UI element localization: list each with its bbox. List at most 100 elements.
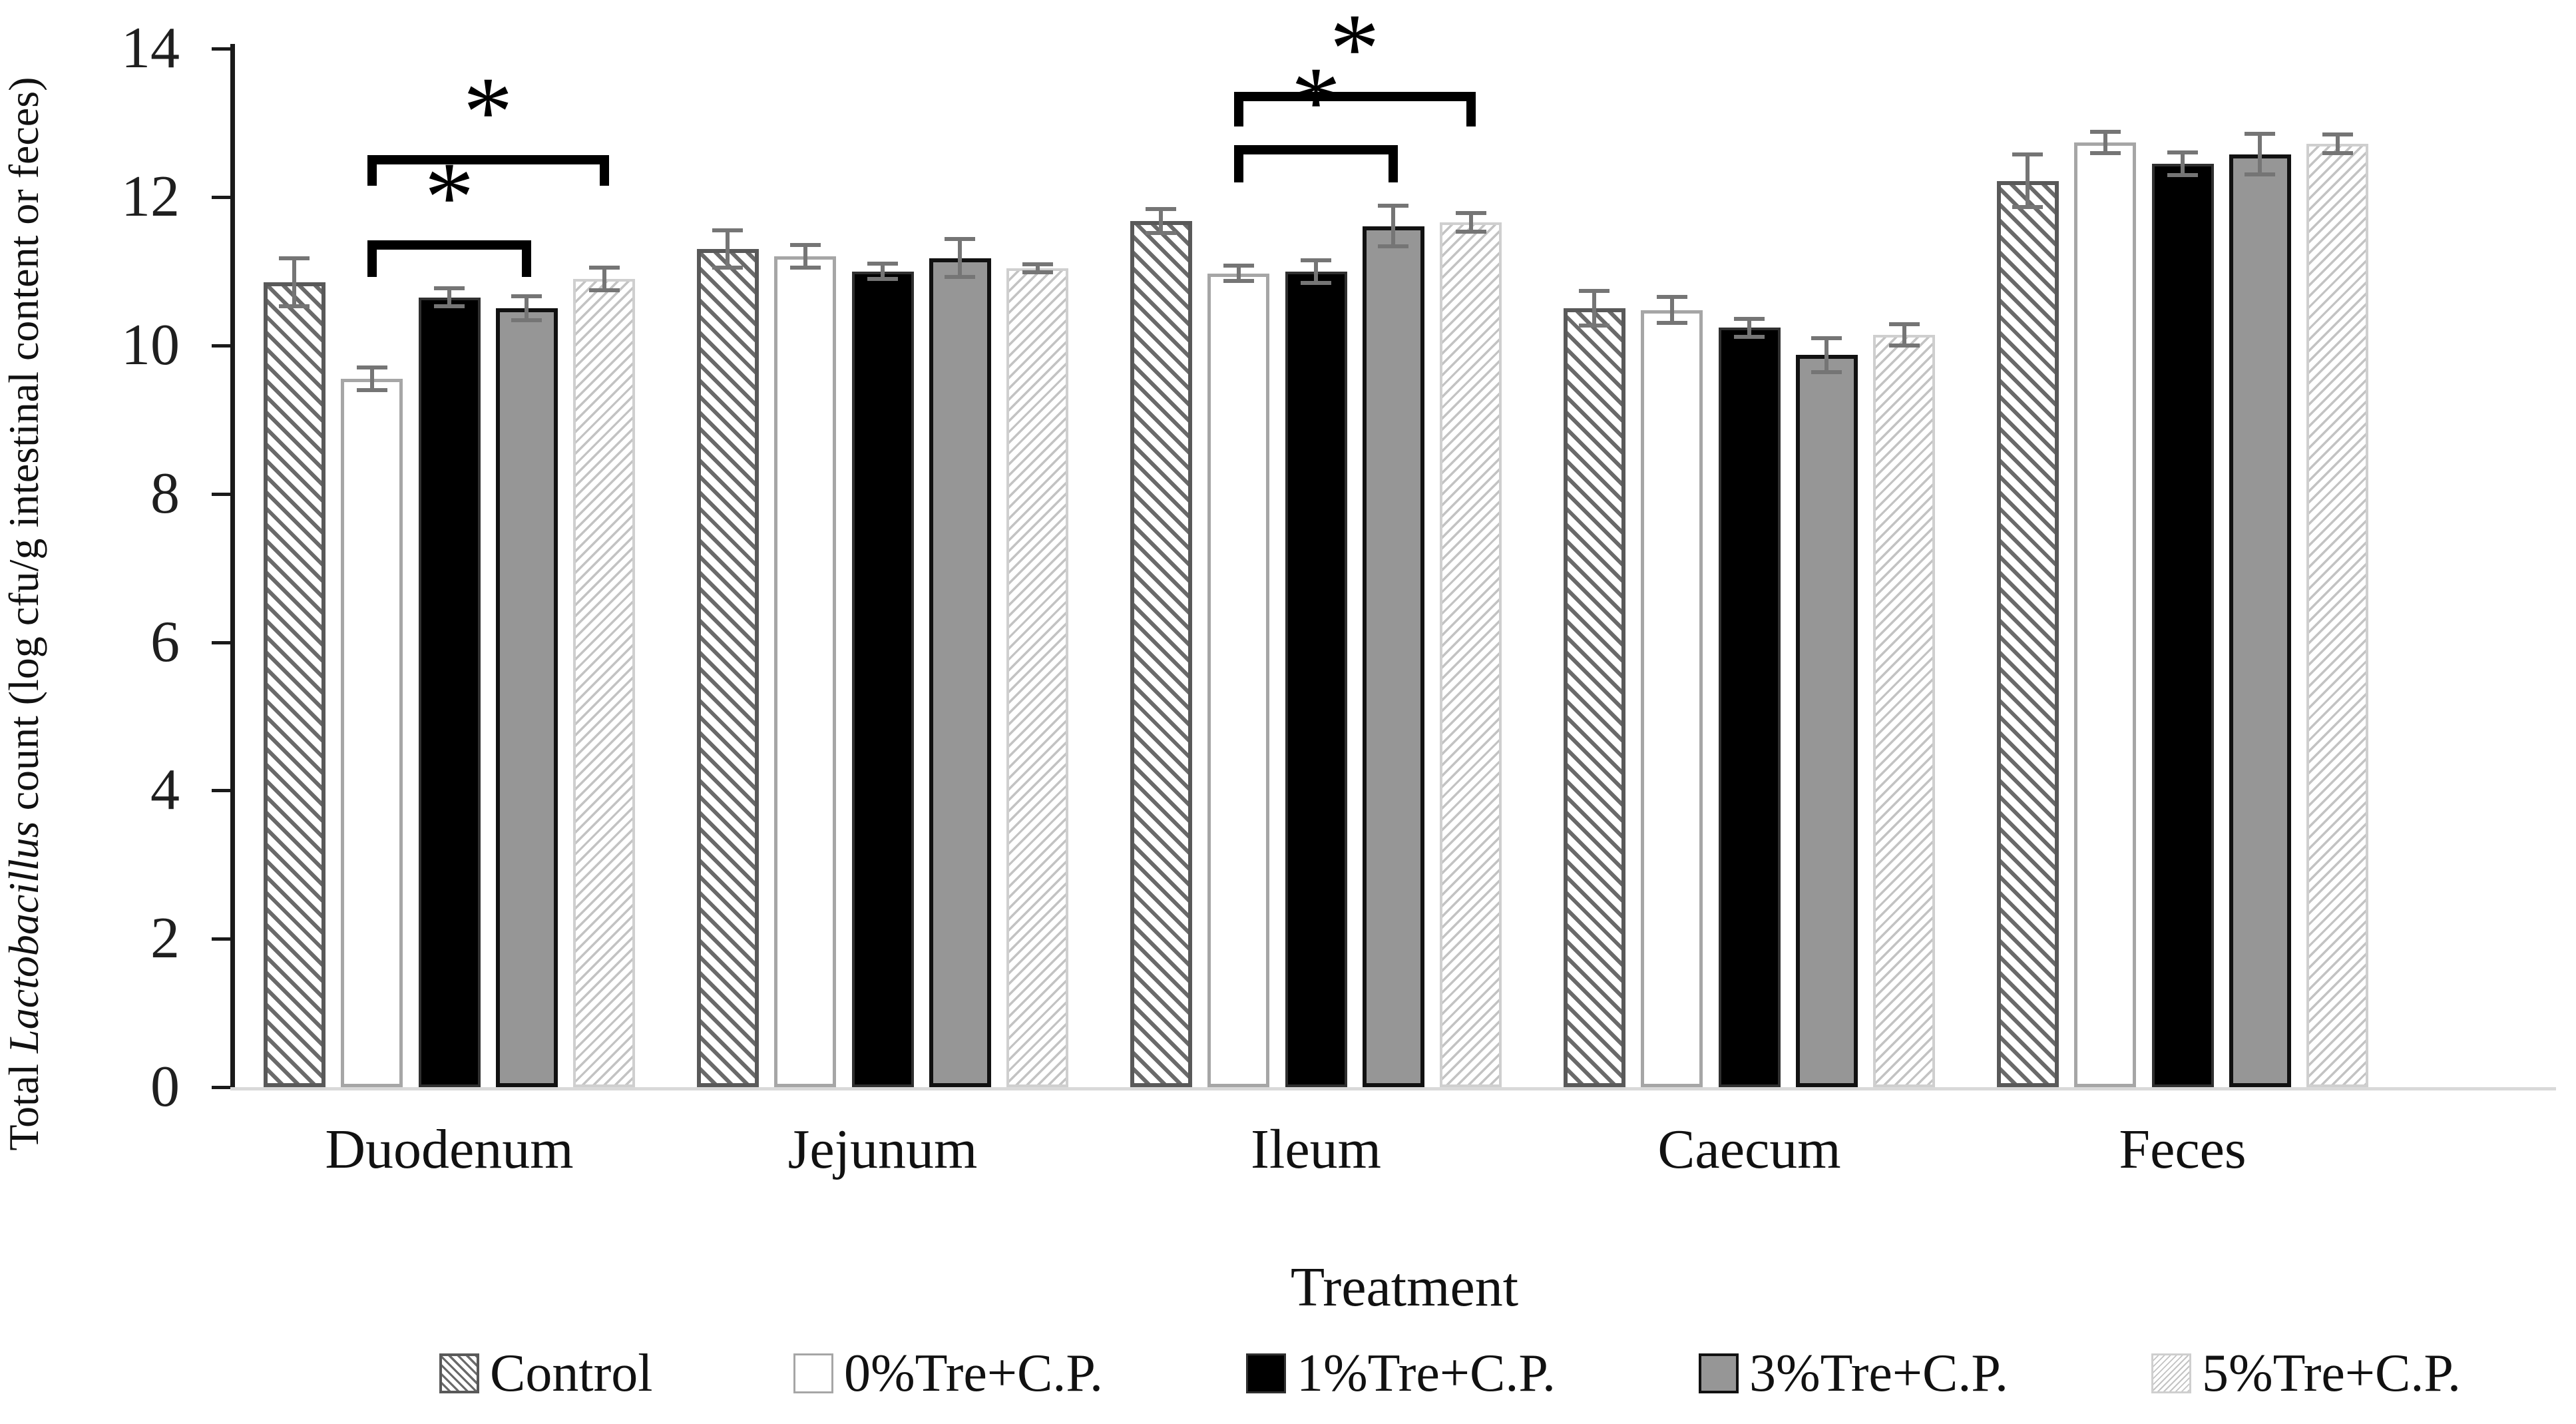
sig-bracket-left-leg-1 [367,154,377,186]
error-bar-line [292,256,297,309]
y-tick-mark-10 [212,344,230,348]
error-bar-cap-top [1888,322,1920,327]
error-bar-duodenum-3-tre-c-p [511,294,542,323]
legend-swatch-5-tre-c-p [2151,1353,2191,1393]
error-bar-cap-top [2089,129,2121,134]
bar-ileum-1-tre-c-p [1285,271,1347,1087]
bar-caecum-3-tre-c-p [1795,355,1858,1087]
bar-jejunum-5-tre-c-p [1006,268,1069,1087]
sig-bracket-right-leg-3 [1466,92,1476,127]
error-bar-line [726,228,730,270]
error-bar-cap-bottom [2167,173,2198,178]
sig-bracket-right-leg-1 [599,154,609,186]
bar-jejunum-1-tre-c-p [851,271,914,1087]
error-bar-cap-top [279,256,310,261]
bar-jejunum-3-tre-c-p [929,258,991,1087]
error-bar-cap-top [356,365,387,370]
error-bar-line [1035,262,1040,275]
error-bar-line [369,365,374,393]
error-bar-feces-3-tre-c-p [2245,132,2276,176]
error-bar-cap-top [1656,295,1687,300]
bar-jejunum-control [696,249,759,1087]
error-bar-line [881,262,885,282]
sig-bracket-left-leg-0 [367,240,377,278]
error-bar-line [1236,264,1241,284]
error-bar-cap-top [2012,152,2043,157]
legend-swatch-0-tre-c-p [793,1353,833,1393]
error-bar-cap-top [1734,316,1765,321]
y-tick-mark-2 [212,937,230,941]
x-axis-title: Treatment [1290,1256,1519,1318]
error-bar-line [2258,132,2262,176]
error-bar-cap-top [1146,206,1177,211]
y-axis-line [230,44,235,1090]
error-bar-jejunum-0-tre-c-p [789,243,821,270]
error-bar-cap-top [1223,264,1254,268]
error-bar-cap-bottom [1811,370,1842,375]
y-tick-mark-4 [212,789,230,793]
legend-label-control: Control [490,1343,653,1403]
error-bar-cap-bottom [1579,324,1610,328]
y-tick-label-4: 4 [150,758,180,823]
y-tick-label-2: 2 [150,906,180,971]
x-category-label-ileum: Ileum [1251,1118,1381,1180]
bar-feces-1-tre-c-p [2151,164,2214,1087]
error-bar-line [2026,152,2030,210]
bar-caecum-1-tre-c-p [1718,328,1781,1087]
bar-duodenum-control [263,282,325,1087]
sig-star-2: * [1291,47,1341,158]
error-bar-cap-bottom [789,266,821,270]
legend-label-0-tre-c-p: 0%Tre+C.P. [844,1343,1103,1403]
error-bar-line [2103,129,2107,155]
legend-swatch-3-tre-c-p [1699,1353,1739,1393]
error-bar-ileum-5-tre-c-p [1455,211,1486,234]
error-bar-jejunum-1-tre-c-p [867,262,898,282]
error-bar-cap-bottom [2012,205,2043,210]
error-bar-caecum-5-tre-c-p [1888,322,1920,348]
error-bar-line [1825,336,1829,375]
error-bar-line [803,243,807,270]
error-bar-line [958,237,963,279]
error-bar-cap-bottom [1888,344,1920,348]
error-bar-line [1468,211,1473,234]
bar-caecum-5-tre-c-p [1873,335,1936,1087]
error-bar-line [1669,295,1674,325]
legend-swatch-1-tre-c-p [1246,1353,1286,1393]
error-bar-feces-1-tre-c-p [2167,150,2198,178]
bar-feces-3-tre-c-p [2229,154,2291,1087]
error-bar-cap-bottom [1146,231,1177,235]
legend-item-0-tre-c-p: 0%Tre+C.P. [793,1344,1103,1403]
error-bar-cap-top [1455,211,1486,216]
sig-bracket-right-leg-0 [522,240,532,278]
error-bar-cap-bottom [2245,172,2276,176]
y-tick-label-0: 0 [150,1055,180,1119]
y-tick-mark-12 [212,196,230,200]
sig-bracket-bar-0 [371,240,527,250]
error-bar-feces-control [2012,152,2043,210]
y-tick-label-6: 6 [150,609,180,674]
sig-bracket-bar-2 [1238,145,1394,155]
error-bar-cap-top [712,228,744,232]
error-bar-ileum-control [1146,206,1177,235]
sig-star-1: * [463,56,513,167]
bar-duodenum-5-tre-c-p [573,278,636,1087]
error-bar-line [1391,204,1396,249]
y-tick-mark-6 [212,640,230,644]
bar-caecum-0-tre-c-p [1641,310,1703,1087]
bar-ileum-0-tre-c-p [1207,273,1270,1087]
error-bar-line [2181,150,2185,178]
y-tick-label-14: 14 [121,16,180,81]
sig-bracket-left-leg-2 [1233,145,1243,182]
error-bar-cap-bottom [356,388,387,393]
error-bar-cap-bottom [1656,320,1687,325]
error-bar-cap-bottom [712,266,744,270]
sig-star-3: * [1329,0,1380,105]
bar-jejunum-0-tre-c-p [774,256,837,1087]
legend-swatch-control [439,1353,479,1393]
error-bar-cap-top [1811,336,1842,340]
error-bar-cap-bottom [1022,270,1053,275]
legend-label-3-tre-c-p: 3%Tre+C.P. [1749,1343,2008,1403]
legend-item-5-tre-c-p: 5%Tre+C.P. [2151,1344,2461,1403]
error-bar-cap-bottom [1378,244,1409,249]
error-bar-caecum-3-tre-c-p [1811,336,1842,375]
